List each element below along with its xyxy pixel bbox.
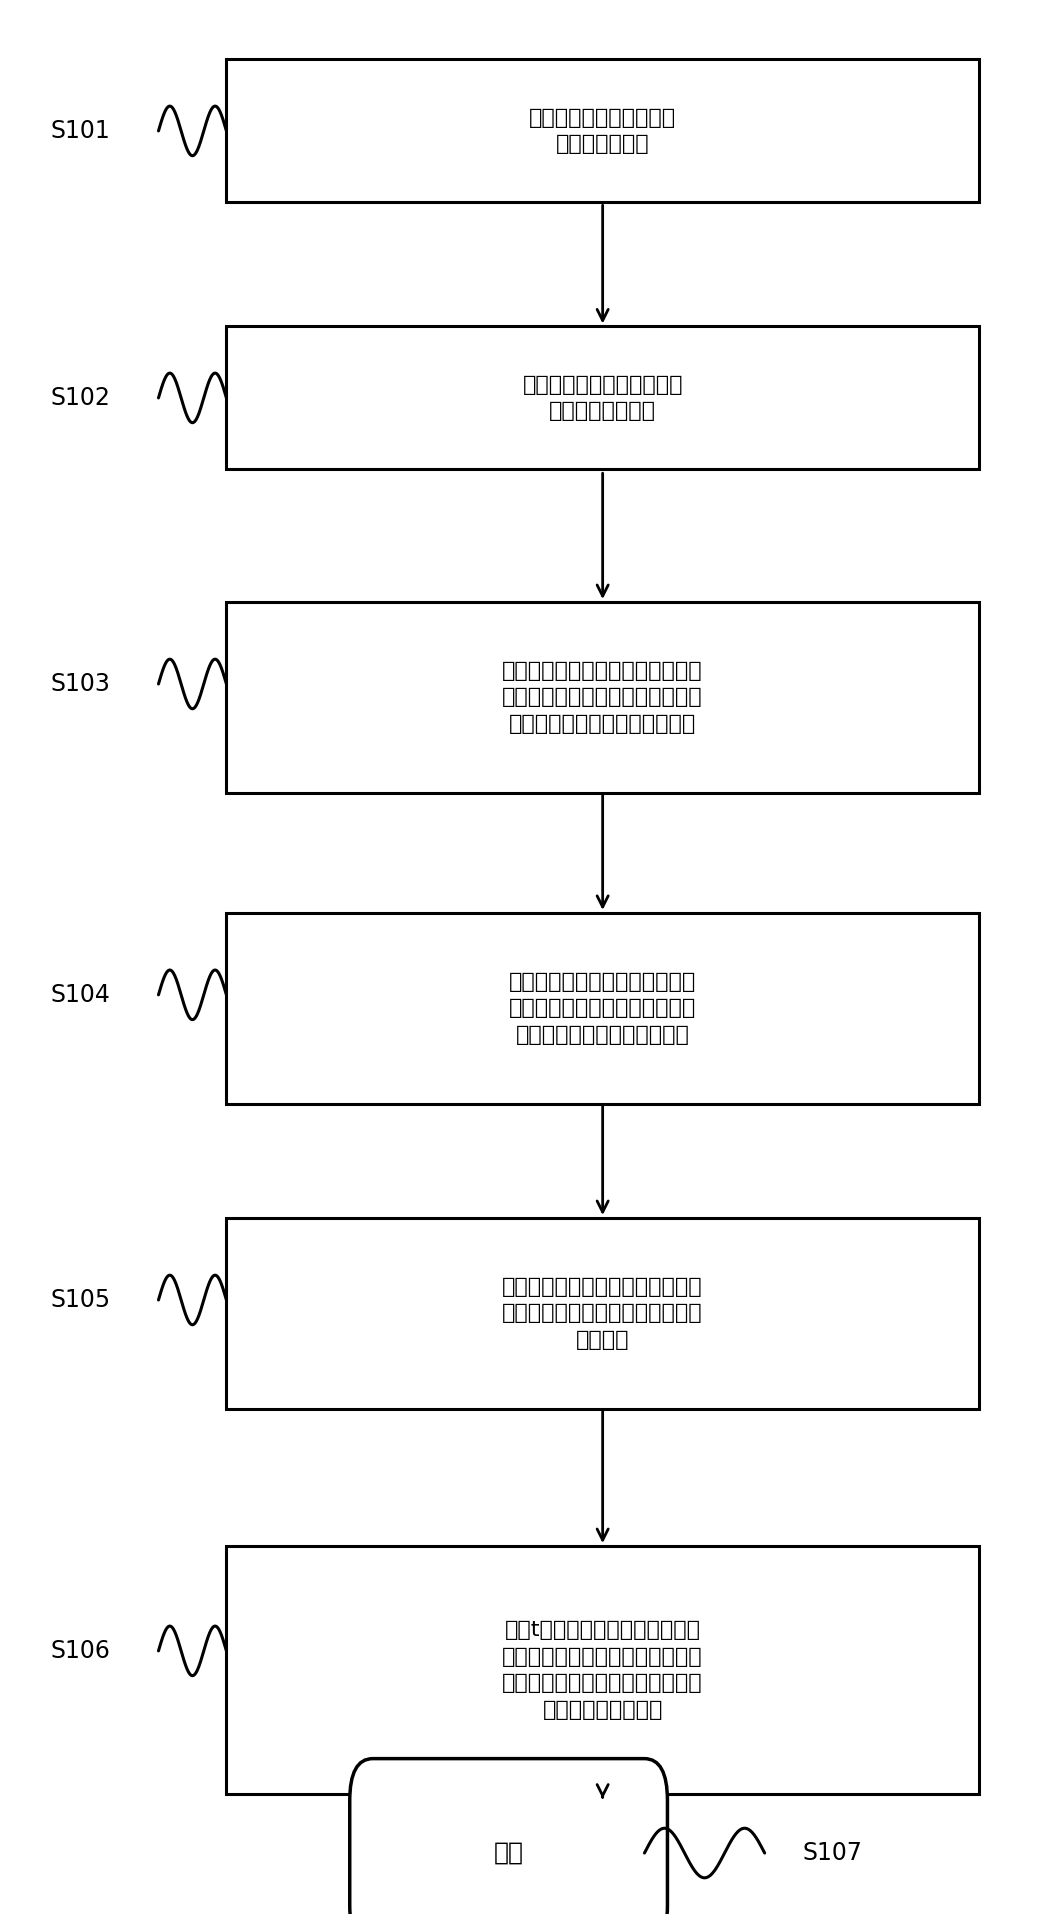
Text: S105: S105 (50, 1287, 110, 1312)
Text: S103: S103 (50, 672, 110, 695)
Text: S107: S107 (803, 1840, 862, 1865)
Text: S104: S104 (50, 984, 110, 1007)
FancyBboxPatch shape (227, 60, 979, 202)
FancyBboxPatch shape (227, 601, 979, 793)
FancyBboxPatch shape (227, 1218, 979, 1408)
Text: 计算每一次搜索所得到的系统的吞
吐量、总功率消耗、频谱效率以及
能量效率: 计算每一次搜索所得到的系统的吞 吐量、总功率消耗、频谱效率以及 能量效率 (502, 1277, 703, 1350)
Text: S106: S106 (50, 1639, 110, 1664)
FancyBboxPatch shape (227, 912, 979, 1103)
Text: 根据预定义的干扰距离阈值
计算干扰权值矩阵: 根据预定义的干扰距离阈值 计算干扰权值矩阵 (522, 375, 683, 421)
Text: 计算每一次搜索所得到的与每个
中继站相连的用户数、吞吐量，
与基站相连的用户数、吞吐量: 计算每一次搜索所得到的与每个 中继站相连的用户数、吞吐量， 与基站相连的用户数、… (509, 972, 696, 1045)
FancyBboxPatch shape (227, 327, 979, 469)
Text: 对于t次的搜索，在保证中继站间
干扰权值矩阵为零矩阵以及保证频
谱效率的同时最大化能量效率，找
到中继站的最优间距: 对于t次的搜索，在保证中继站间 干扰权值矩阵为零矩阵以及保证频 谱效率的同时最大… (502, 1619, 703, 1719)
Text: S101: S101 (50, 119, 110, 142)
Text: S102: S102 (50, 386, 110, 409)
FancyBboxPatch shape (227, 1546, 979, 1794)
FancyBboxPatch shape (349, 1758, 667, 1921)
Text: 设定中继站的间距范围、
穷举搜索的步长: 设定中继站的间距范围、 穷举搜索的步长 (530, 108, 677, 154)
Text: 结束: 结束 (493, 1840, 523, 1865)
Text: 对于在带状区域内又没被中继站覆
盖的用户，可以根据信噪比最大原
则接入相应的中继站或者基站。: 对于在带状区域内又没被中继站覆 盖的用户，可以根据信噪比最大原 则接入相应的中继… (502, 661, 703, 734)
